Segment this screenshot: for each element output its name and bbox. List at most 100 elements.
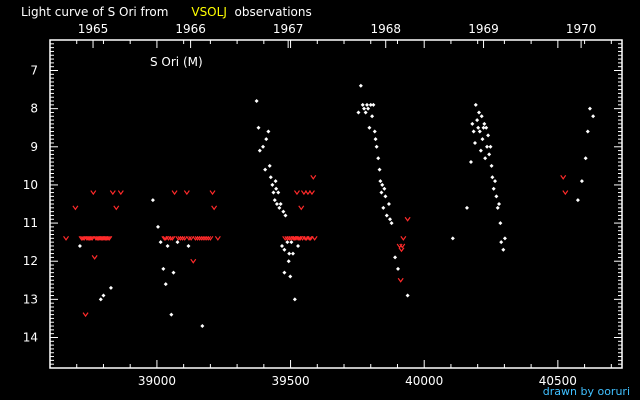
observation-point: [373, 137, 378, 142]
observation-point: [366, 106, 371, 111]
observation-point: [396, 266, 401, 271]
observation-point: [387, 217, 392, 222]
observation-point: [380, 182, 385, 187]
observation-point: [200, 324, 205, 329]
observation-point: [377, 167, 382, 172]
observation-point: [405, 293, 410, 298]
observation-point: [288, 274, 293, 279]
fainter-than-mark: [399, 243, 406, 249]
observation-point: [296, 243, 301, 248]
fainter-than-mark: [106, 235, 113, 241]
year-tick-label: 1966: [175, 22, 206, 36]
observation-point: [473, 102, 478, 107]
fainter-than-mark: [295, 235, 302, 241]
observation-point: [488, 144, 493, 149]
fainter-than-mark: [207, 235, 214, 241]
fainter-than-mark: [177, 235, 184, 241]
year-tick-label: 1965: [78, 22, 109, 36]
fainter-than-mark: [400, 235, 407, 241]
fainter-than-mark: [179, 235, 186, 241]
observation-point: [370, 114, 375, 119]
observation-point: [285, 240, 290, 245]
fainter-than-mark: [175, 235, 182, 241]
year-tick-label: 1968: [370, 22, 401, 36]
title-prefix: Light curve of S Ori from: [21, 5, 169, 19]
observation-point: [169, 312, 174, 317]
observation-point: [468, 160, 473, 165]
observation-point: [171, 270, 176, 275]
credit-label: drawn by ooruri: [542, 385, 630, 398]
observation-point: [292, 297, 297, 302]
x-tick-label: 39500: [271, 374, 309, 388]
observation-point: [282, 270, 287, 275]
observation-point: [491, 186, 496, 191]
observation-point: [480, 137, 485, 142]
y-tick-label: 11: [23, 216, 38, 230]
observation-point: [498, 221, 503, 226]
observation-point: [383, 194, 388, 199]
observation-point: [482, 121, 487, 126]
fainter-than-mark: [214, 235, 221, 241]
observation-point: [278, 202, 283, 206]
observation-point: [362, 106, 367, 111]
observation-point: [263, 167, 268, 172]
x-tick-label: 40000: [405, 374, 443, 388]
observation-point: [286, 259, 291, 264]
fainter-than-mark: [186, 235, 192, 241]
observation-point: [267, 163, 272, 168]
observation-point: [376, 156, 381, 161]
observation-point: [493, 179, 498, 184]
fainter-than-mark: [91, 255, 98, 260]
observation-point: [490, 175, 495, 180]
fainter-than-mark: [310, 174, 317, 180]
observation-point: [471, 129, 476, 134]
observation-point: [158, 240, 163, 245]
observation-point: [165, 243, 170, 248]
observation-point: [274, 202, 279, 206]
observation-point: [281, 209, 286, 214]
observation-point: [379, 190, 384, 195]
fainter-than-mark: [188, 235, 195, 241]
observation-point: [277, 205, 282, 210]
fainter-than-mark: [167, 235, 174, 241]
observation-point: [591, 114, 596, 119]
observation-point: [476, 125, 481, 130]
observation-point: [163, 282, 168, 287]
fainter-than-mark: [198, 235, 205, 241]
observation-point: [186, 243, 191, 248]
observation-point: [77, 243, 82, 248]
star-label: S Ori (M): [150, 55, 203, 69]
observation-point: [381, 205, 386, 210]
observation-point: [155, 224, 160, 229]
observation-point: [579, 179, 584, 184]
year-tick-label: 1967: [273, 22, 304, 36]
observation-point: [487, 152, 492, 157]
observation-point: [502, 236, 507, 241]
y-tick-label: 13: [23, 292, 38, 306]
fainter-than-mark: [404, 216, 411, 222]
observation-point: [477, 110, 481, 115]
observation-point: [289, 240, 294, 245]
observation-point: [256, 125, 261, 130]
fainter-than-mark: [203, 235, 210, 241]
title-source: VSOLJ: [191, 5, 227, 19]
fainter-than-mark: [183, 190, 190, 196]
observation-point: [356, 110, 361, 115]
observation-point: [98, 297, 103, 302]
y-tick-label: 10: [23, 178, 38, 192]
fainter-than-mark: [209, 190, 216, 196]
observation-point: [374, 144, 379, 149]
observation-point: [108, 285, 113, 290]
observation-point: [268, 175, 273, 180]
observation-point: [478, 148, 483, 153]
observation-point: [254, 99, 259, 104]
observation-point: [497, 202, 502, 206]
fainter-than-mark: [63, 235, 70, 241]
observation-point: [481, 125, 486, 130]
observation-point: [575, 198, 580, 203]
observation-point: [161, 266, 166, 271]
observation-point: [276, 190, 281, 195]
observation-point: [363, 110, 368, 115]
observation-point: [494, 194, 499, 199]
